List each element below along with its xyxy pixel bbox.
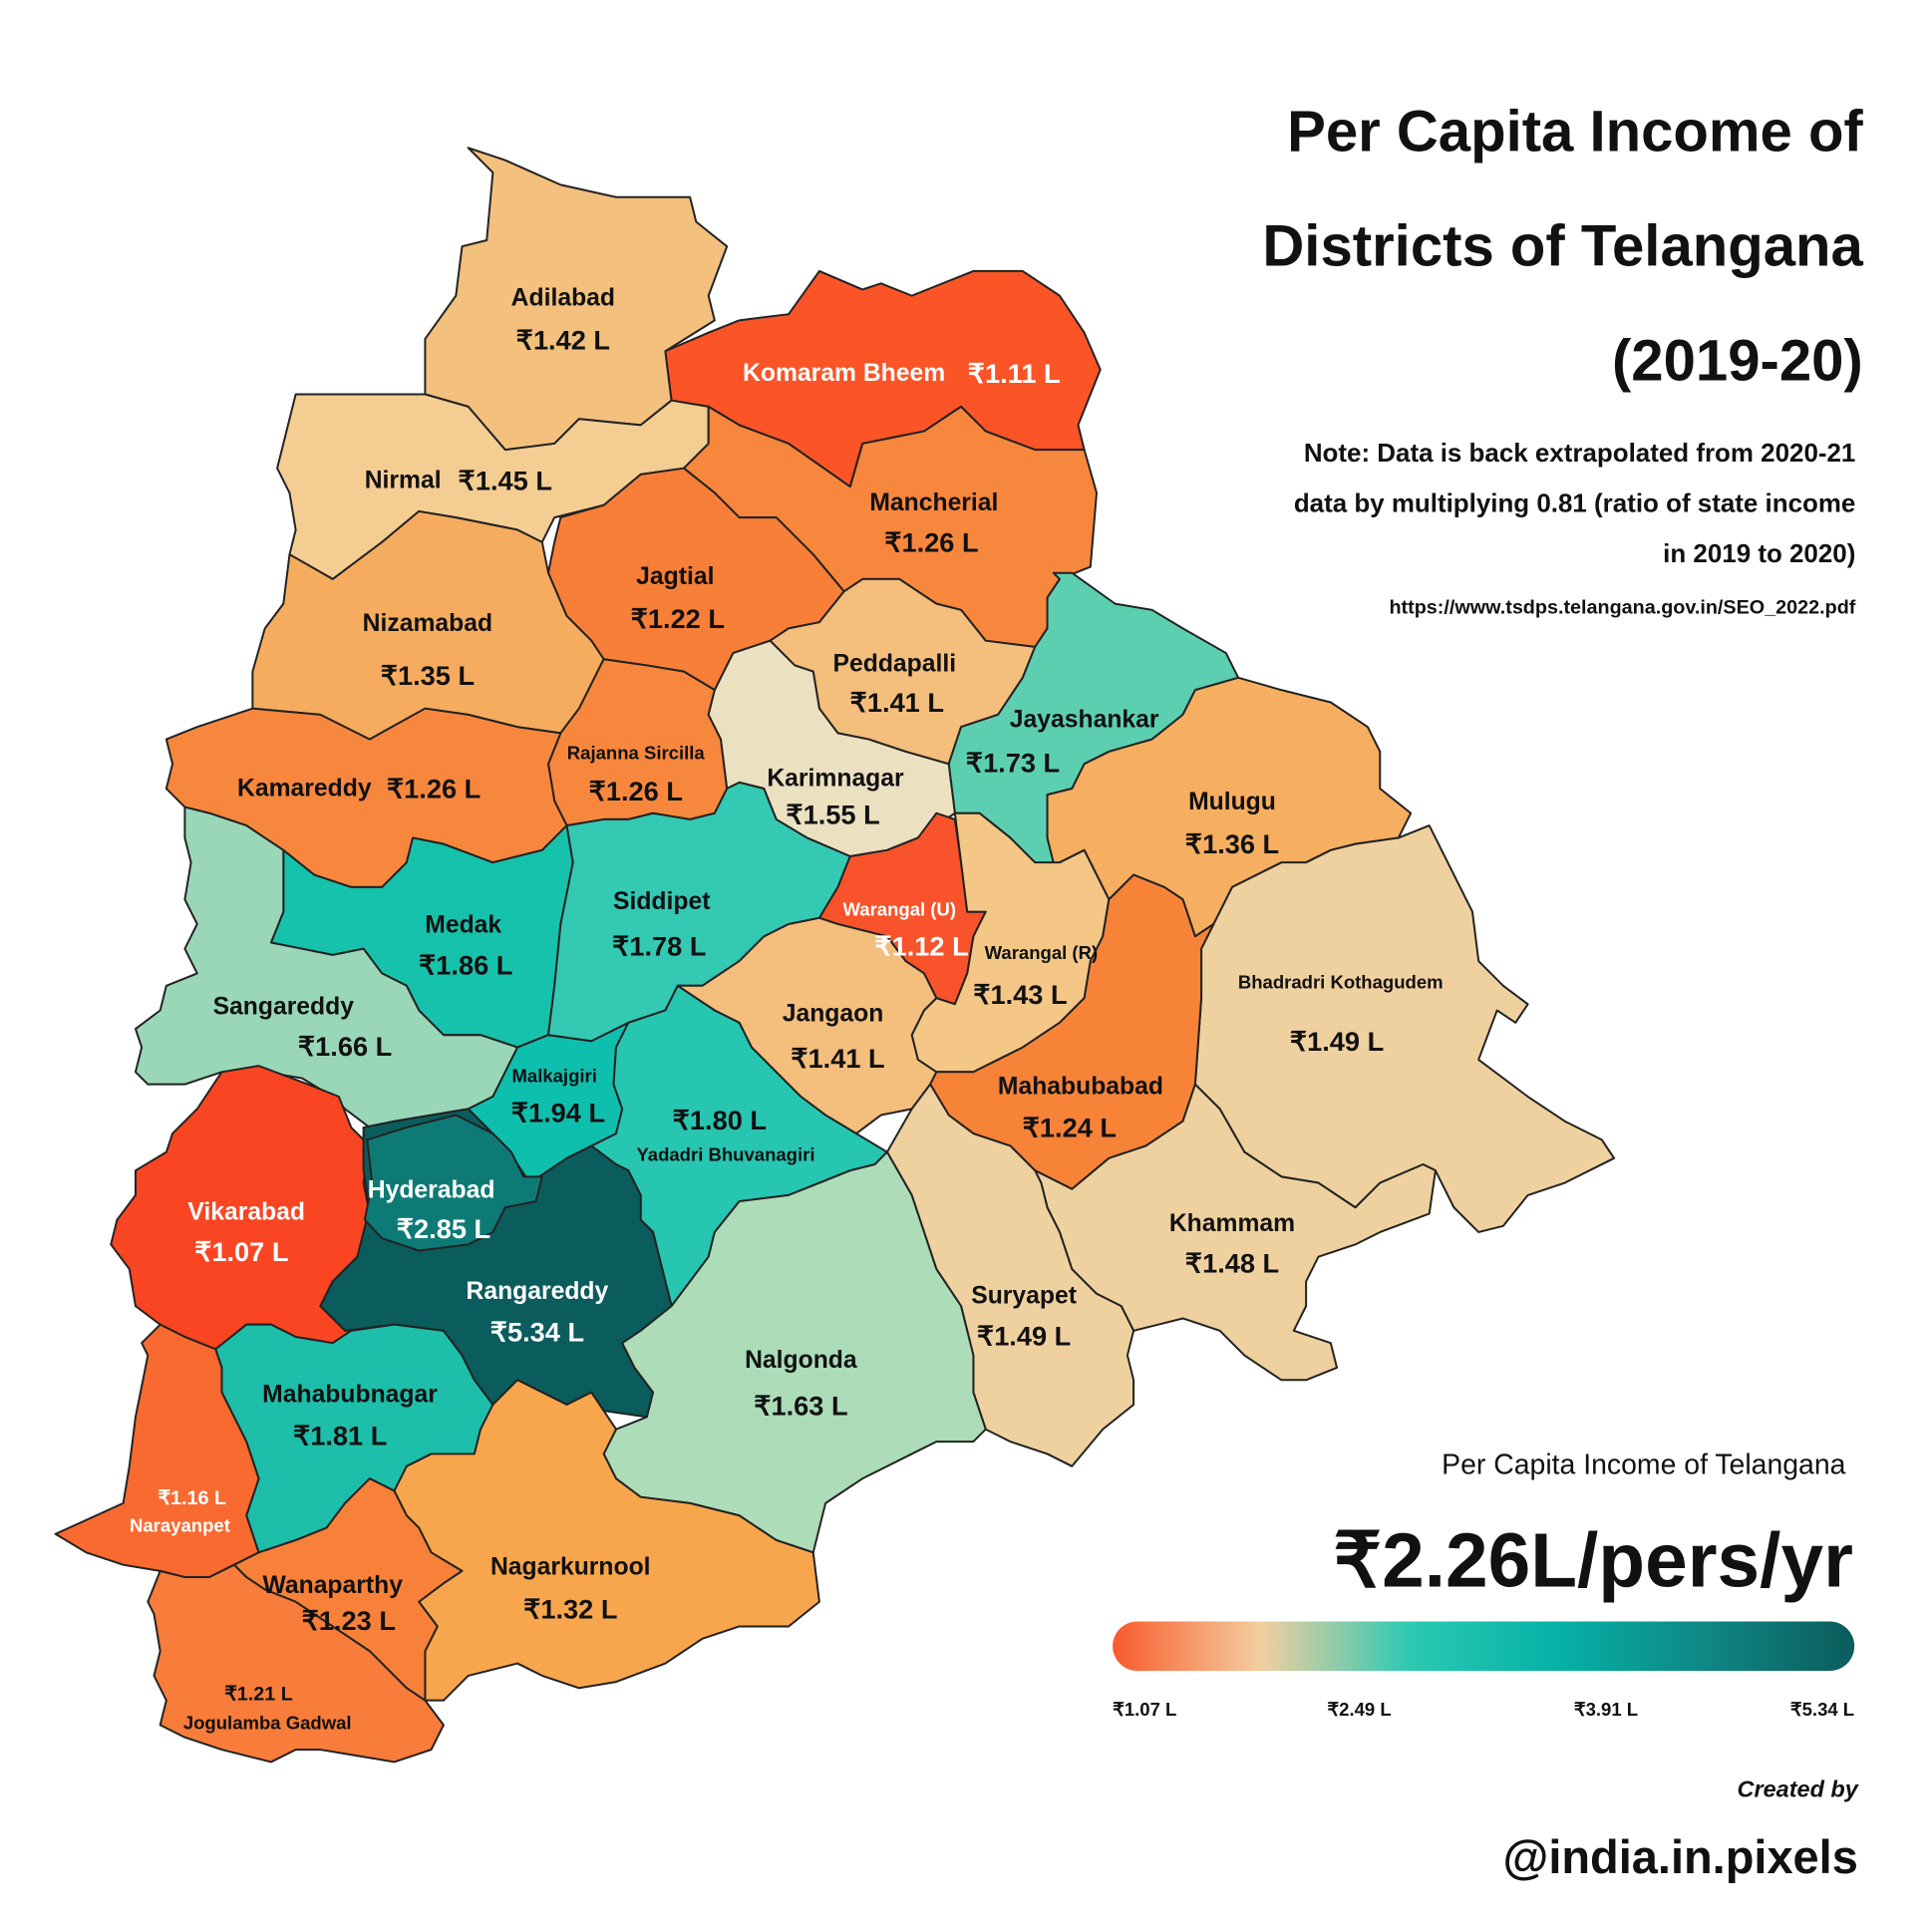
district-value: ₹1.41 L [850, 687, 944, 718]
district-name: Adilabad [511, 285, 615, 312]
district-name: Siddipet [613, 888, 710, 915]
district-value: ₹1.94 L [511, 1098, 605, 1128]
district-value: ₹1.48 L [1185, 1247, 1279, 1278]
district-value: ₹1.43 L [973, 979, 1067, 1010]
district-value: ₹1.32 L [523, 1594, 617, 1625]
district-value: ₹1.35 L [381, 660, 475, 691]
district-value: ₹1.16 L [158, 1487, 226, 1509]
district-value: ₹1.41 L [791, 1043, 884, 1074]
district [363, 1114, 543, 1252]
district-name: Vikarabad [187, 1199, 305, 1226]
district [147, 1563, 445, 1764]
colorbar [1113, 1621, 1855, 1671]
district-name: Karimnagar [767, 766, 904, 793]
district-value: ₹1.12 L [874, 931, 968, 962]
district-name: Narayanpet [130, 1515, 230, 1536]
district-value: ₹2.85 L [397, 1213, 490, 1244]
note-line: Note: Data is back extrapolated from 202… [1304, 440, 1856, 468]
district-name: Jangaon [783, 1001, 884, 1028]
colorbar-tick-label: ₹1.07 L [1113, 1699, 1176, 1720]
district-name: Malkajgiri [511, 1066, 596, 1087]
district-name: Nirmal [365, 468, 442, 494]
district-value: ₹1.26 L [387, 774, 481, 805]
district [602, 1150, 987, 1554]
colorbar-ticks: ₹1.07 L ₹2.49 L ₹3.91 L ₹5.34 L [1113, 1699, 1854, 1720]
title-line: Per Capita Income of [1287, 100, 1863, 164]
district-name: Jogulamba Gadwal [183, 1712, 352, 1733]
district-name: Yadadri Bhuvanagiri [636, 1144, 814, 1165]
note-line: in 2019 to 2020) [1663, 540, 1855, 568]
district-name: Medak [425, 912, 501, 939]
district-value: ₹5.34 L [490, 1317, 584, 1348]
state-label: Per Capita Income of Telangana [1442, 1449, 1846, 1481]
district-name: Rajanna Sircilla [567, 743, 706, 764]
district-value: ₹1.36 L [1185, 828, 1279, 859]
district-name: Mahabubabad [998, 1074, 1163, 1101]
district-name: Bhadradri Kothagudem [1238, 972, 1444, 993]
district-name: Komaram Bheem [743, 360, 945, 387]
district-name: Mahabubnagar [262, 1382, 438, 1409]
district-name: Mancherial [869, 489, 998, 516]
district-value: ₹1.49 L [1290, 1026, 1384, 1057]
district-name: Nalgonda [745, 1347, 857, 1374]
district-name: Wanaparthy [262, 1572, 403, 1599]
state-value: ₹2.26L/pers/yr [1333, 1518, 1853, 1603]
district-name: Suryapet [971, 1283, 1077, 1310]
district-value: ₹1.23 L [302, 1605, 396, 1636]
district-name: Warangal (U) [843, 899, 957, 920]
district-name: Hyderabad [368, 1176, 495, 1203]
district-value: ₹1.26 L [884, 526, 978, 557]
credit-prefix: Created by [1738, 1776, 1860, 1802]
title-line: Districts of Telangana [1262, 214, 1863, 279]
district-value: ₹1.73 L [966, 748, 1060, 779]
district-value: ₹1.21 L [224, 1683, 293, 1705]
regions [54, 147, 1616, 1764]
district-name: Khammam [1169, 1210, 1295, 1237]
district-value: ₹1.45 L [459, 466, 552, 496]
district-name: Kamareddy [237, 776, 372, 803]
district-value: ₹1.55 L [786, 799, 879, 829]
credit: @india.in.pixels [1503, 1830, 1858, 1883]
district-value: ₹1.42 L [516, 325, 610, 356]
colorbar-tick-label: ₹2.49 L [1327, 1699, 1391, 1720]
district-value: ₹1.11 L [968, 358, 1061, 389]
district-name: Jayashankar [1010, 706, 1159, 733]
district-name: Sangareddy [213, 993, 355, 1020]
district-value: ₹1.78 L [612, 931, 706, 962]
district-name: Warangal (R) [985, 942, 1098, 963]
district-name: Rangareddy [466, 1278, 608, 1305]
district-value: ₹1.49 L [977, 1320, 1071, 1351]
district-value: ₹1.80 L [673, 1105, 767, 1135]
district-name: Jagtial [636, 563, 714, 590]
district-value: ₹1.22 L [631, 603, 725, 634]
district-name: Peddapalli [833, 651, 957, 678]
colorbar-tick-label: ₹5.34 L [1790, 1699, 1854, 1720]
district-name: Nagarkurnool [490, 1554, 651, 1581]
note-line: data by multiplying 0.81 (ratio of state… [1294, 490, 1856, 518]
district-name: Nizamabad [363, 610, 492, 637]
district-value: ₹1.66 L [298, 1031, 392, 1062]
title-line: (2019-20) [1612, 329, 1863, 394]
district-value: ₹1.86 L [419, 949, 512, 980]
region-labels: Adilabad ₹1.42 L Komaram Bheem ₹1.11 L Nirma… [130, 285, 1444, 1734]
district-value: ₹1.81 L [293, 1420, 387, 1450]
colorbar-tick-label: ₹3.91 L [1574, 1699, 1638, 1720]
district-value: ₹1.07 L [194, 1236, 288, 1267]
district-value: ₹1.26 L [589, 776, 683, 806]
district-name: Mulugu [1188, 789, 1276, 815]
source: https://www.tsdps.telangana.gov.in/SEO_2… [1389, 596, 1855, 618]
district-value: ₹1.63 L [754, 1391, 847, 1422]
district-value: ₹1.24 L [1023, 1112, 1117, 1142]
